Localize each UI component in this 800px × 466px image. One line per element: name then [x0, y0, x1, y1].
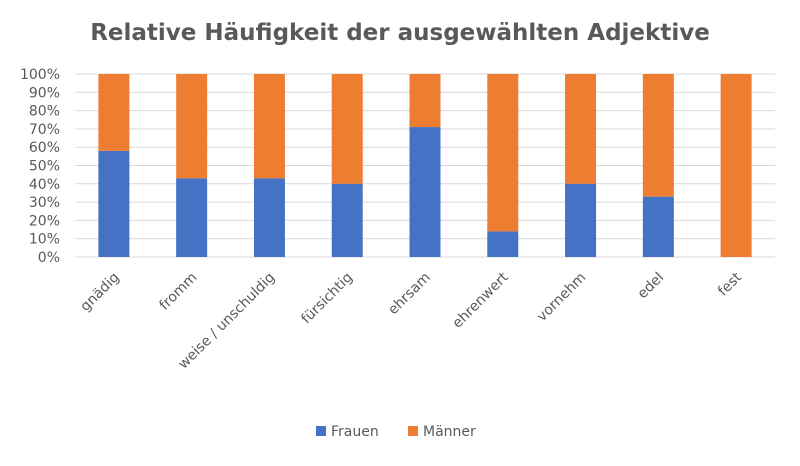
- x-tick-label: ehrenwert: [450, 269, 512, 331]
- bar-frauen: [642, 196, 674, 257]
- bar-frauen: [487, 231, 519, 257]
- bar-frauen: [331, 183, 363, 257]
- bar-männer: [331, 74, 363, 184]
- bar-männer: [176, 74, 208, 179]
- legend: Frauen Männer: [316, 424, 476, 440]
- x-tick-label: edel: [635, 270, 668, 303]
- y-tick-label: 100%: [20, 67, 60, 83]
- bar-männer: [98, 74, 130, 151]
- x-tick-label: gnädig: [77, 270, 122, 315]
- bar-frauen: [253, 178, 285, 257]
- legend-label: Frauen: [331, 424, 379, 440]
- legend-swatch: [316, 426, 326, 436]
- bar-frauen: [98, 150, 130, 257]
- bar-männer: [720, 74, 752, 257]
- chart-title: Relative Häufigkeit der ausgewählten Adj…: [90, 20, 710, 46]
- bar-frauen: [565, 183, 597, 257]
- x-tick-label: fest: [715, 269, 745, 299]
- bar-frauen: [176, 178, 208, 257]
- y-tick-label: 0%: [38, 250, 60, 266]
- y-tick-label: 60%: [29, 140, 60, 156]
- x-tick-label: fürsichtig: [298, 270, 356, 328]
- y-tick-label: 10%: [29, 232, 60, 248]
- y-tick-label: 20%: [29, 213, 60, 229]
- bars: [98, 74, 752, 257]
- legend-swatch: [408, 426, 418, 436]
- y-tick-label: 40%: [29, 177, 60, 193]
- y-tick-label: 50%: [29, 159, 60, 175]
- legend-label: Männer: [423, 424, 476, 440]
- x-tick-label: fromm: [156, 270, 200, 314]
- y-tick-label: 70%: [29, 122, 60, 138]
- x-tick-label: ehrsam: [385, 270, 434, 319]
- y-tick-label: 30%: [29, 195, 60, 211]
- bar-frauen: [409, 127, 441, 257]
- x-tick-label: vornehm: [534, 270, 589, 325]
- y-tick-label: 80%: [29, 104, 60, 120]
- y-tick-label: 90%: [29, 85, 60, 101]
- bar-männer: [565, 74, 597, 184]
- bar-männer: [409, 74, 441, 128]
- bar-männer: [642, 74, 674, 197]
- bar-männer: [487, 74, 519, 232]
- bar-männer: [253, 74, 285, 179]
- y-axis: 0% 10% 20% 30% 40% 50% 60% 70% 80% 90% 100%: [20, 67, 60, 266]
